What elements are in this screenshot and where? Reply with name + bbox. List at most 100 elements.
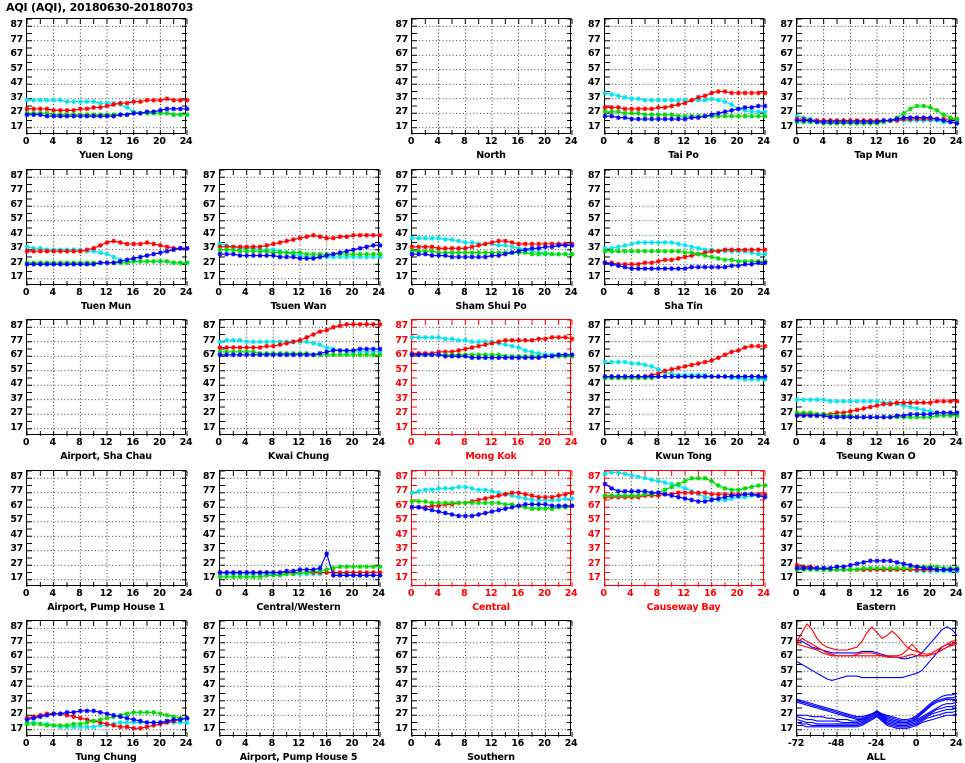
- series-marker: [516, 345, 522, 350]
- series-marker: [124, 720, 130, 725]
- series-marker: [615, 262, 621, 268]
- series-marker: [337, 352, 342, 358]
- series-marker: [735, 262, 741, 268]
- series-marker: [57, 107, 63, 113]
- series-marker: [57, 723, 63, 728]
- series-marker: [151, 258, 157, 264]
- series-marker: [370, 352, 376, 358]
- series-marker: [854, 407, 860, 413]
- x-axis-tick-label: 24: [372, 437, 385, 448]
- x-axis-tick-label: 20: [730, 286, 744, 298]
- panel-causeway-bay: 17 27 37 47 57 67 77 87 0 4 8 12 16 20 24 Causeway Bay: [588, 469, 770, 613]
- series-marker: [827, 398, 833, 404]
- series-marker: [901, 413, 907, 419]
- series-marker: [608, 261, 614, 267]
- series-marker: [668, 257, 674, 262]
- plot-area: [217, 319, 382, 436]
- series-marker: [363, 232, 369, 238]
- y-axis-tick-label: 57: [780, 514, 793, 526]
- x-axis-tick-label: 4: [49, 587, 57, 599]
- series-marker: [37, 261, 43, 267]
- series-marker: [755, 492, 761, 498]
- series-marker: [867, 565, 873, 571]
- y-axis-tick-label: 17: [587, 271, 601, 283]
- series-marker: [887, 414, 893, 420]
- series-marker: [71, 709, 77, 715]
- series-marker: [230, 246, 236, 252]
- series-marker: [496, 339, 502, 345]
- series-marker: [377, 346, 382, 352]
- series-marker: [84, 717, 90, 722]
- y-axis-tick-label: 27: [395, 106, 408, 118]
- y-axis-tick-label: 57: [587, 363, 601, 375]
- series-marker: [277, 239, 282, 245]
- series-marker: [628, 116, 634, 122]
- series-marker: [742, 105, 747, 110]
- plot-area: [24, 168, 190, 286]
- series-marker: [562, 335, 568, 340]
- series-marker: [648, 259, 654, 265]
- series-marker: [615, 469, 621, 475]
- series-marker: [927, 565, 933, 571]
- series-marker: [44, 248, 50, 254]
- x-axis-tick-label: 0: [22, 437, 30, 448]
- series-marker: [171, 714, 177, 720]
- series-marker: [370, 232, 376, 238]
- panel-title: Airport, Pump House 5: [239, 752, 358, 763]
- series-marker: [416, 243, 422, 249]
- series-line: [796, 704, 958, 725]
- y-axis-tick-label: 47: [395, 528, 408, 540]
- series-marker: [37, 714, 43, 720]
- series-marker: [874, 403, 880, 408]
- series-marker: [728, 107, 734, 113]
- series-marker: [529, 355, 535, 361]
- series-marker: [24, 248, 30, 254]
- series-marker: [549, 335, 555, 340]
- series-marker: [655, 97, 661, 103]
- series-marker: [635, 488, 641, 494]
- series-marker: [927, 411, 933, 417]
- series-marker: [602, 259, 607, 265]
- series-marker: [722, 99, 727, 105]
- series-marker: [635, 239, 641, 245]
- series-marker: [814, 413, 820, 419]
- y-axis-tick-label: 77: [780, 485, 793, 497]
- plot-area: [411, 620, 573, 737]
- series-marker: [562, 251, 568, 256]
- series-marker: [243, 349, 249, 355]
- x-axis-tick-label: -48: [827, 738, 845, 749]
- plot-canvas: [24, 169, 190, 286]
- series-marker: [954, 398, 960, 404]
- series-marker: [608, 92, 614, 97]
- series-marker: [569, 502, 575, 508]
- series-marker: [317, 233, 322, 239]
- series-marker: [502, 342, 508, 348]
- plot-canvas: [217, 319, 382, 436]
- x-axis-tick-label: 4: [434, 587, 442, 599]
- series-marker: [628, 110, 634, 116]
- series-marker: [429, 500, 435, 505]
- panel-airport-pump-house-5: 17 27 37 47 57 67 77 87 0 4 8 12 16 20 24 Airport, Pump…: [203, 620, 385, 763]
- series-marker: [97, 249, 103, 255]
- series-marker: [695, 374, 701, 379]
- series-marker: [668, 103, 674, 109]
- series-marker: [429, 248, 435, 254]
- series-marker: [151, 241, 157, 246]
- y-axis-tick-label: 47: [202, 378, 216, 390]
- series-marker: [608, 485, 614, 491]
- series-marker: [921, 103, 927, 109]
- series-marker: [270, 241, 276, 246]
- y-axis-tick-label: 57: [395, 514, 408, 526]
- series-marker: [223, 251, 229, 256]
- series-marker: [702, 264, 707, 270]
- series-marker: [628, 106, 634, 112]
- series-marker: [350, 348, 356, 353]
- series-marker: [814, 565, 820, 571]
- series-marker: [277, 249, 282, 255]
- series-marker: [662, 105, 667, 110]
- series-marker: [688, 243, 694, 249]
- y-axis-tick-label: 27: [587, 407, 601, 419]
- series-marker: [615, 105, 621, 110]
- x-axis-tick-label: 12: [869, 437, 883, 448]
- series-marker: [755, 259, 761, 265]
